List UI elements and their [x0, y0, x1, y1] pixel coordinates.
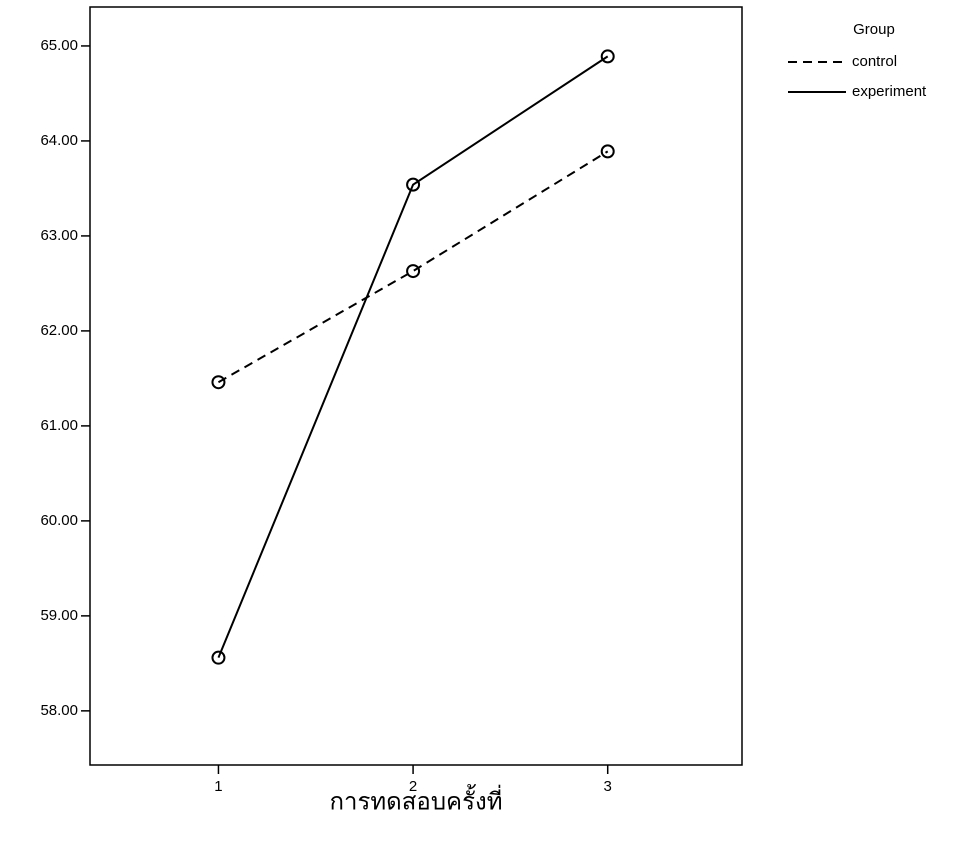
y-tick-label: 62.00 [40, 322, 78, 339]
x-tick-label: 3 [604, 778, 612, 795]
chart: การทดสอบครั้งที่ Group 58.0059.0060.0061… [0, 0, 974, 847]
y-tick-label: 65.00 [40, 37, 78, 54]
y-tick-label: 61.00 [40, 417, 78, 434]
x-tick-label: 2 [409, 778, 417, 795]
series-line [218, 56, 607, 657]
legend-title: Group [853, 21, 895, 38]
y-tick-label: 60.00 [40, 512, 78, 529]
legend-label: experiment [852, 83, 927, 100]
y-tick-label: 63.00 [40, 227, 78, 244]
data-point [407, 265, 419, 277]
y-tick-label: 64.00 [40, 132, 78, 149]
legend-label: control [852, 53, 897, 70]
plot-frame [90, 7, 742, 765]
x-tick-label: 1 [214, 778, 222, 795]
y-tick-label: 59.00 [40, 607, 78, 624]
y-tick-label: 58.00 [40, 702, 78, 719]
